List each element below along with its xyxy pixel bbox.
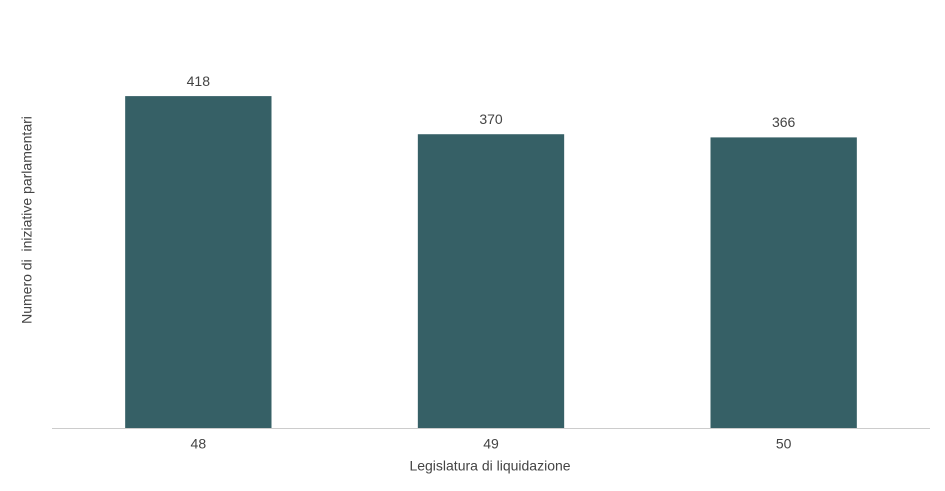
x-tick-label: 48 bbox=[191, 436, 207, 452]
bar bbox=[710, 137, 857, 428]
bar bbox=[125, 96, 272, 428]
x-tick-label: 49 bbox=[483, 436, 499, 452]
x-tick-label: 50 bbox=[776, 436, 792, 452]
x-axis-title: Legislatura di liquidazione bbox=[409, 458, 570, 474]
data-label: 366 bbox=[772, 114, 796, 130]
y-axis-title: Numero di iniziative parlamentari bbox=[19, 116, 35, 324]
data-label: 370 bbox=[479, 111, 503, 127]
bar bbox=[417, 134, 565, 428]
data-label: 418 bbox=[187, 73, 211, 89]
